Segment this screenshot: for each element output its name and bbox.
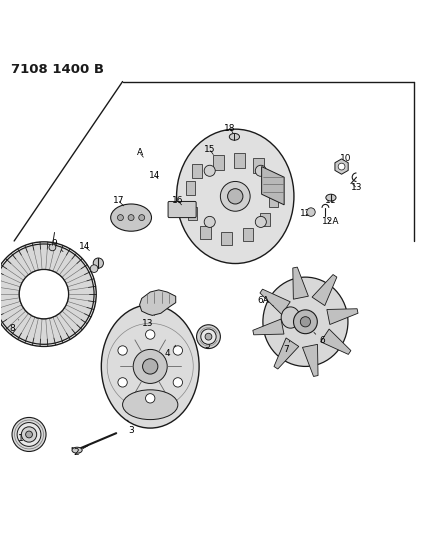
Circle shape — [139, 215, 145, 221]
Text: 9: 9 — [52, 239, 63, 252]
Polygon shape — [234, 153, 245, 168]
Circle shape — [17, 423, 41, 446]
Polygon shape — [200, 226, 211, 239]
Polygon shape — [260, 289, 290, 314]
Text: 1: 1 — [18, 432, 29, 443]
Circle shape — [196, 325, 220, 349]
Circle shape — [12, 417, 46, 451]
Circle shape — [118, 378, 127, 387]
Circle shape — [294, 310, 317, 334]
Text: 7: 7 — [283, 341, 290, 354]
Polygon shape — [188, 207, 197, 220]
Ellipse shape — [281, 307, 300, 328]
Text: A: A — [137, 148, 143, 157]
Circle shape — [307, 208, 315, 216]
Circle shape — [228, 189, 243, 204]
Text: 18: 18 — [224, 124, 236, 133]
Polygon shape — [186, 181, 195, 195]
Text: 3: 3 — [128, 420, 134, 435]
Ellipse shape — [101, 305, 199, 428]
Ellipse shape — [263, 277, 348, 366]
Circle shape — [143, 359, 158, 374]
Polygon shape — [213, 155, 223, 170]
Circle shape — [255, 165, 266, 176]
Circle shape — [19, 270, 68, 319]
Circle shape — [173, 378, 182, 387]
Polygon shape — [243, 228, 253, 241]
Text: 8: 8 — [9, 320, 19, 333]
Circle shape — [204, 216, 215, 228]
Circle shape — [220, 181, 250, 211]
Ellipse shape — [326, 194, 336, 201]
Text: 2: 2 — [73, 446, 88, 457]
Text: 14: 14 — [79, 241, 90, 251]
Text: 5: 5 — [205, 337, 212, 350]
Text: 6: 6 — [314, 333, 325, 345]
Ellipse shape — [122, 390, 178, 419]
Circle shape — [118, 346, 127, 355]
FancyBboxPatch shape — [168, 201, 196, 217]
Ellipse shape — [111, 204, 152, 231]
Ellipse shape — [177, 129, 294, 263]
Polygon shape — [221, 232, 232, 245]
Circle shape — [204, 165, 215, 176]
Ellipse shape — [0, 244, 94, 344]
Text: 17: 17 — [113, 196, 124, 206]
Polygon shape — [192, 164, 202, 177]
Polygon shape — [303, 344, 318, 376]
Circle shape — [255, 216, 266, 228]
Text: 12A: 12A — [322, 217, 340, 227]
Polygon shape — [253, 158, 264, 173]
Circle shape — [21, 427, 37, 442]
Polygon shape — [262, 167, 284, 205]
Polygon shape — [140, 290, 176, 316]
Circle shape — [93, 258, 104, 268]
Polygon shape — [335, 159, 348, 174]
Polygon shape — [253, 319, 284, 335]
Polygon shape — [327, 309, 358, 325]
Circle shape — [146, 394, 155, 403]
Circle shape — [146, 330, 155, 339]
Polygon shape — [269, 194, 278, 207]
Circle shape — [173, 346, 182, 355]
Ellipse shape — [229, 133, 240, 140]
Circle shape — [49, 244, 56, 251]
Text: 12: 12 — [300, 209, 311, 218]
Polygon shape — [267, 175, 276, 188]
Text: 15: 15 — [204, 145, 215, 155]
Text: 16: 16 — [172, 196, 184, 205]
Polygon shape — [260, 213, 270, 226]
Text: 7108 1400 B: 7108 1400 B — [11, 63, 104, 76]
Polygon shape — [274, 338, 299, 369]
Circle shape — [117, 215, 123, 221]
Circle shape — [201, 329, 216, 344]
Text: 11: 11 — [325, 196, 337, 205]
Circle shape — [205, 333, 212, 340]
Text: 13: 13 — [351, 183, 362, 192]
Ellipse shape — [19, 270, 68, 319]
Text: 13: 13 — [143, 316, 155, 328]
Ellipse shape — [72, 447, 82, 453]
Polygon shape — [293, 267, 308, 299]
Circle shape — [90, 265, 98, 272]
Polygon shape — [312, 274, 337, 305]
Circle shape — [133, 350, 167, 383]
Polygon shape — [321, 329, 351, 354]
Circle shape — [338, 163, 345, 170]
Circle shape — [128, 215, 134, 221]
Circle shape — [26, 431, 33, 438]
Text: 4: 4 — [164, 345, 176, 358]
Text: 10: 10 — [340, 154, 351, 167]
Text: 6A: 6A — [257, 296, 273, 305]
Circle shape — [300, 317, 311, 327]
Text: 14: 14 — [149, 171, 160, 180]
